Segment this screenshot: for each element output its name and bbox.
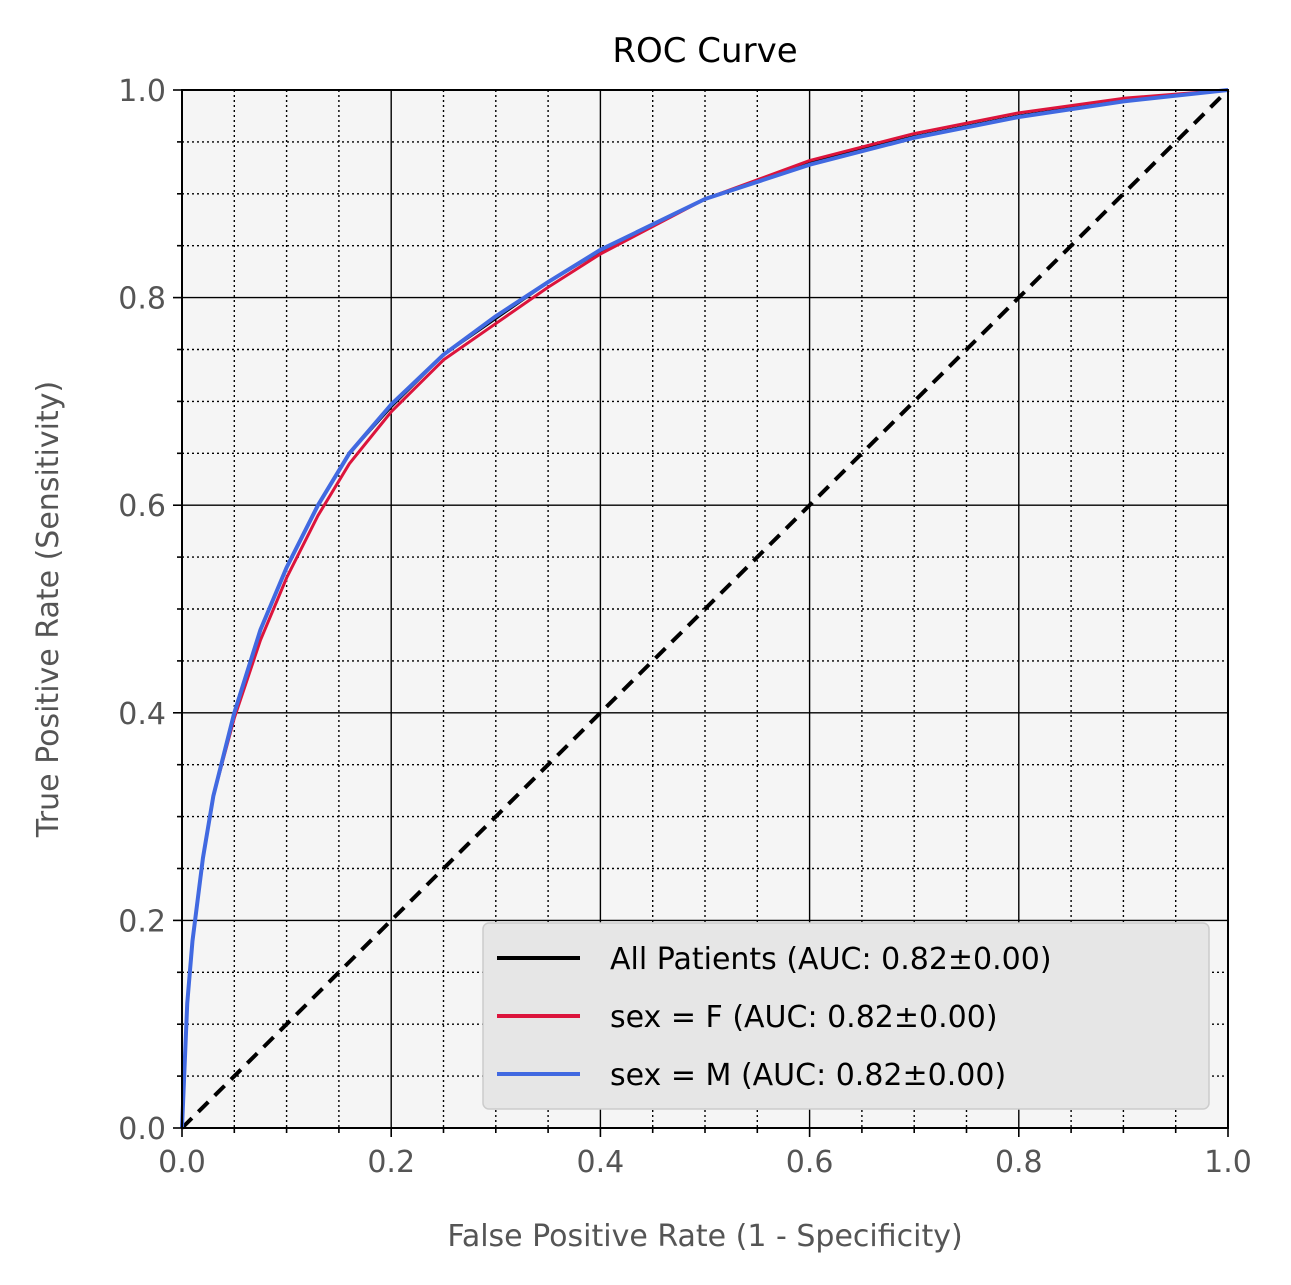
x-tick-label: 0.4 — [577, 1145, 625, 1180]
x-tick-label: 0.0 — [158, 1145, 206, 1180]
legend: All Patients (AUC: 0.82±0.00) sex = F (AU… — [482, 922, 1210, 1110]
y-tick-label: 0.2 — [118, 904, 166, 939]
y-axis-label: True Positive Rate (Sensitivity) — [31, 381, 66, 838]
y-tick-label: 0.8 — [118, 282, 166, 317]
x-tick-label: 0.8 — [995, 1145, 1043, 1180]
series-lines — [180, 88, 1229, 1129]
y-tick-label: 0.0 — [118, 1112, 166, 1147]
x-axis-label: False Positive Rate (1 - Specificity) — [447, 1219, 962, 1254]
legend-label-1: sex = F (AUC: 0.82±0.00) — [610, 1000, 998, 1035]
y-tick-label: 0.4 — [118, 697, 166, 732]
major-grid — [182, 90, 1228, 1128]
reference-diagonal-line — [180, 88, 1230, 1130]
y-tick-labels: 0.0 0.2 0.4 0.6 0.8 1.0 — [118, 74, 166, 1147]
axis-ticks — [173, 89, 1229, 1137]
x-tick-label: 0.2 — [367, 1145, 415, 1180]
y-tick-label: 1.0 — [118, 74, 166, 109]
x-tick-labels: 0.0 0.2 0.4 0.6 0.8 1.0 — [158, 1145, 1252, 1180]
legend-items: All Patients (AUC: 0.82±0.00) sex = F (AU… — [497, 942, 1052, 1093]
x-tick-label: 1.0 — [1204, 1145, 1252, 1180]
series-line-2 — [180, 88, 1229, 1129]
x-tick-label: 0.6 — [786, 1145, 834, 1180]
chart-title: ROC Curve — [612, 31, 797, 71]
legend-label-0: All Patients (AUC: 0.82±0.00) — [610, 942, 1052, 977]
legend-label-2: sex = M (AUC: 0.82±0.00) — [610, 1058, 1006, 1093]
reference-line-group — [180, 88, 1230, 1130]
y-tick-label: 0.6 — [118, 489, 166, 524]
legend-box — [482, 922, 1210, 1110]
